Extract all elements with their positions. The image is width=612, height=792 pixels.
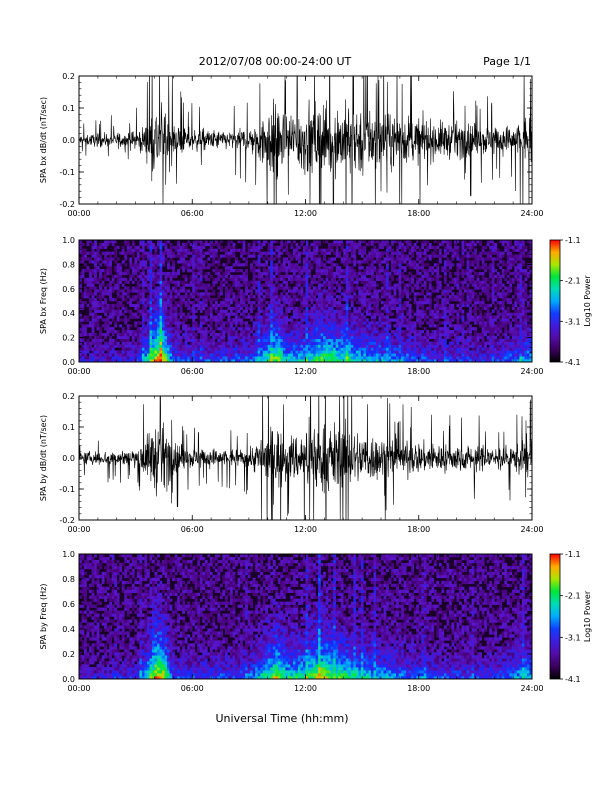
y-tick-label: 0.2 (62, 650, 75, 659)
colorbar-tick-label: -2.1 (565, 592, 581, 601)
y-tick-label: 0.0 (62, 675, 75, 684)
x-tick-label: 24:00 (520, 367, 543, 376)
x-tick-label: 18:00 (407, 525, 430, 534)
x-tick-label: 06:00 (181, 367, 204, 376)
waveform-trace (79, 396, 532, 520)
y-tick-label: -0.2 (59, 516, 75, 525)
y-tick-label: 0.1 (62, 423, 75, 432)
x-tick-label: 18:00 (407, 684, 430, 693)
y-tick-label: 0.6 (62, 285, 75, 294)
x-tick-label: 06:00 (181, 525, 204, 534)
colorbar-tick-label: -3.1 (565, 633, 581, 642)
y-tick-label: 0.2 (62, 392, 75, 401)
y-tick-label: 1.0 (62, 550, 75, 559)
y-tick-label: 0.2 (62, 72, 75, 81)
spectrogram (79, 240, 532, 362)
x-tick-label: 00:00 (67, 684, 90, 693)
colorbar-tick-label: -1.1 (565, 236, 581, 245)
y-axis-label: SPA bx Freq (Hz) (39, 268, 48, 334)
colorbar-tick-label: -1.1 (565, 550, 581, 559)
x-tick-label: 18:00 (407, 367, 430, 376)
x-tick-label: 00:00 (67, 209, 90, 218)
y-tick-label: 0.1 (62, 104, 75, 113)
x-tick-label: 12:00 (294, 684, 317, 693)
panel-3: -0.2 -0.1 0.0 0.1 0.2 00:00 06:00 12:00 18:00 24:… (39, 392, 544, 534)
x-tick-label: 12:00 (294, 525, 317, 534)
y-tick-label: 0.2 (62, 334, 75, 343)
x-tick-label: 12:00 (294, 209, 317, 218)
x-axis-label: Universal Time (hh:mm) (216, 712, 349, 725)
x-tick-label: 00:00 (67, 367, 90, 376)
colorbar (549, 553, 561, 680)
x-tick-label: 06:00 (181, 684, 204, 693)
panel-2: -1.1 -2.1 -3.1 -4.1 Log10 Power 0.0 0.2 0.4 0.6 0… (39, 236, 592, 376)
y-tick-label: -0.1 (59, 485, 75, 494)
spectrogram (79, 554, 532, 679)
x-tick-label: 18:00 (407, 209, 430, 218)
x-tick-label: 00:00 (67, 525, 90, 534)
y-tick-label: -0.1 (59, 168, 75, 177)
colorbar-tick-label: -4.1 (565, 675, 581, 684)
colorbar-label: Log10 Power (583, 275, 592, 327)
y-axis-label: SPA by Freq (Hz) (39, 584, 48, 650)
y-tick-label: -0.2 (59, 200, 75, 209)
y-tick-label: 0.6 (62, 600, 75, 609)
y-tick-label: 1.0 (62, 236, 75, 245)
plot-title: 2012/07/08 00:00-24:00 UT (199, 55, 352, 68)
y-axis-label: SPA by dB/dt (nT/sec) (39, 415, 48, 501)
x-tick-label: 24:00 (520, 209, 543, 218)
y-tick-label: 0.4 (62, 625, 75, 634)
colorbar-label: Log10 Power (583, 590, 592, 642)
x-tick-label: 24:00 (520, 525, 543, 534)
y-tick-label: 0.8 (62, 260, 75, 269)
colorbar-tick-label: -3.1 (565, 317, 581, 326)
y-tick-label: 0.0 (62, 358, 75, 367)
y-tick-label: 0.4 (62, 309, 75, 318)
panel-1: -0.2 -0.1 0.0 0.1 0.2 00:00 06:00 12:00 18:00 24:… (39, 72, 544, 218)
y-tick-label: 0.8 (62, 575, 75, 584)
y-tick-label: 0.0 (62, 454, 75, 463)
waveform-trace (79, 76, 532, 204)
y-axis-label: SPA bx dB/dt (nT/sec) (39, 97, 48, 183)
colorbar-tick-label: -4.1 (565, 358, 581, 367)
panels: -0.2 -0.1 0.0 0.1 0.2 00:00 06:00 12:00 18:00 24:… (39, 72, 592, 693)
x-tick-label: 24:00 (520, 684, 543, 693)
colorbar (549, 239, 561, 363)
x-tick-label: 12:00 (294, 367, 317, 376)
y-tick-label: 0.0 (62, 136, 75, 145)
panel-4: -1.1 -2.1 -3.1 -4.1 Log10 Power 0.0 0.2 0.4 0.6 0… (39, 550, 592, 693)
page-number: Page 1/1 (483, 55, 531, 68)
x-tick-label: 06:00 (181, 209, 204, 218)
colorbar-tick-label: -2.1 (565, 277, 581, 286)
